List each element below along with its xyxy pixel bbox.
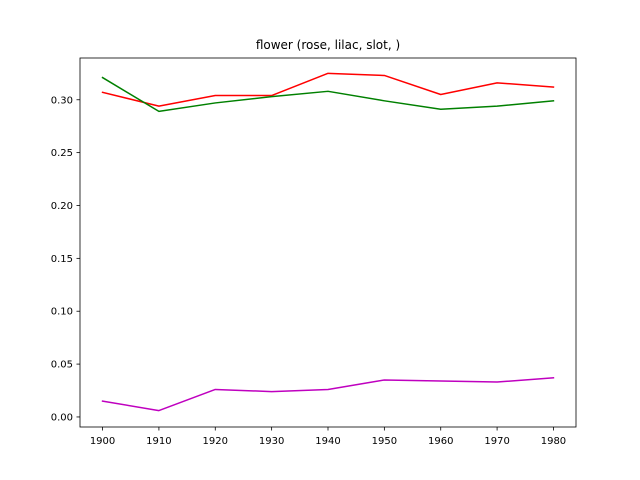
series-line-2 bbox=[101, 76, 555, 113]
y-tick-label: 0.00 bbox=[51, 412, 73, 423]
x-tick-label: 1910 bbox=[146, 436, 171, 447]
x-tick-label: 1980 bbox=[541, 436, 566, 447]
y-tick-label: 0.20 bbox=[51, 201, 73, 212]
plot-area: 1900 1910 1920 1930 1940 1950 1960 1970 1980 0.00… bbox=[51, 57, 577, 447]
series-line-3 bbox=[101, 377, 555, 412]
x-tick-label: 1900 bbox=[90, 436, 115, 447]
x-tick-label: 1930 bbox=[259, 436, 284, 447]
x-tick-label: 1940 bbox=[315, 436, 340, 447]
chart-title: flower (rose, lilac, slot, ) bbox=[256, 38, 400, 52]
series-line-1 bbox=[101, 72, 555, 107]
y-tick-label: 0.30 bbox=[51, 95, 73, 106]
x-tick-label: 1950 bbox=[372, 436, 397, 447]
x-tick-label: 1970 bbox=[484, 436, 509, 447]
y-tick-label: 0.10 bbox=[51, 307, 73, 318]
x-tick-label: 1960 bbox=[428, 436, 453, 447]
y-tick-label: 0.05 bbox=[51, 360, 73, 371]
x-tick-label: 1920 bbox=[203, 436, 228, 447]
y-tick-label: 0.25 bbox=[51, 148, 73, 159]
axes-frame bbox=[79, 57, 577, 428]
y-tick-label: 0.15 bbox=[51, 254, 73, 265]
